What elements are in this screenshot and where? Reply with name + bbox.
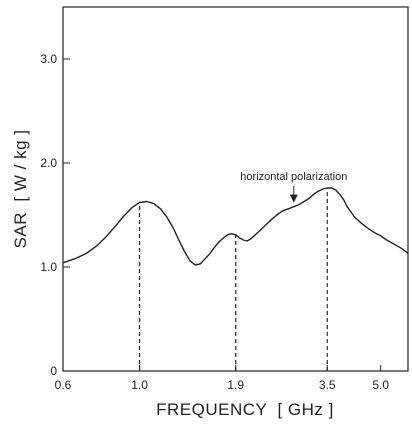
reference-lines — [138, 187, 328, 371]
plot-frame — [62, 6, 409, 372]
y-axis-title: SAR [ W / kg ] — [11, 130, 30, 249]
y-tick-label: 1.0 — [40, 260, 57, 274]
annotation-label: horizontal polarization — [240, 171, 347, 183]
y-tick-label: 2.0 — [40, 156, 57, 170]
annotation-arrow-head — [289, 194, 298, 203]
y-tick-label: 3.0 — [40, 52, 57, 66]
series-layer — [62, 187, 409, 266]
y-tick-label: 0 — [50, 364, 57, 378]
x-tick-label: 1.9 — [227, 378, 244, 392]
x-tick-label: 5.0 — [372, 378, 389, 392]
x-ticks: 0.6 1.0 1.9 3.5 5.0 — [55, 365, 389, 392]
x-tick-label: 1.0 — [131, 378, 148, 392]
sar-curve — [62, 187, 409, 266]
x-tick-label: 3.5 — [319, 378, 336, 392]
y-ticks: 0 1.0 2.0 3.0 — [40, 52, 70, 378]
x-tick-label: 0.6 — [55, 378, 72, 392]
x-axis-title: FREQUENCY [ GHz ] — [156, 400, 334, 419]
